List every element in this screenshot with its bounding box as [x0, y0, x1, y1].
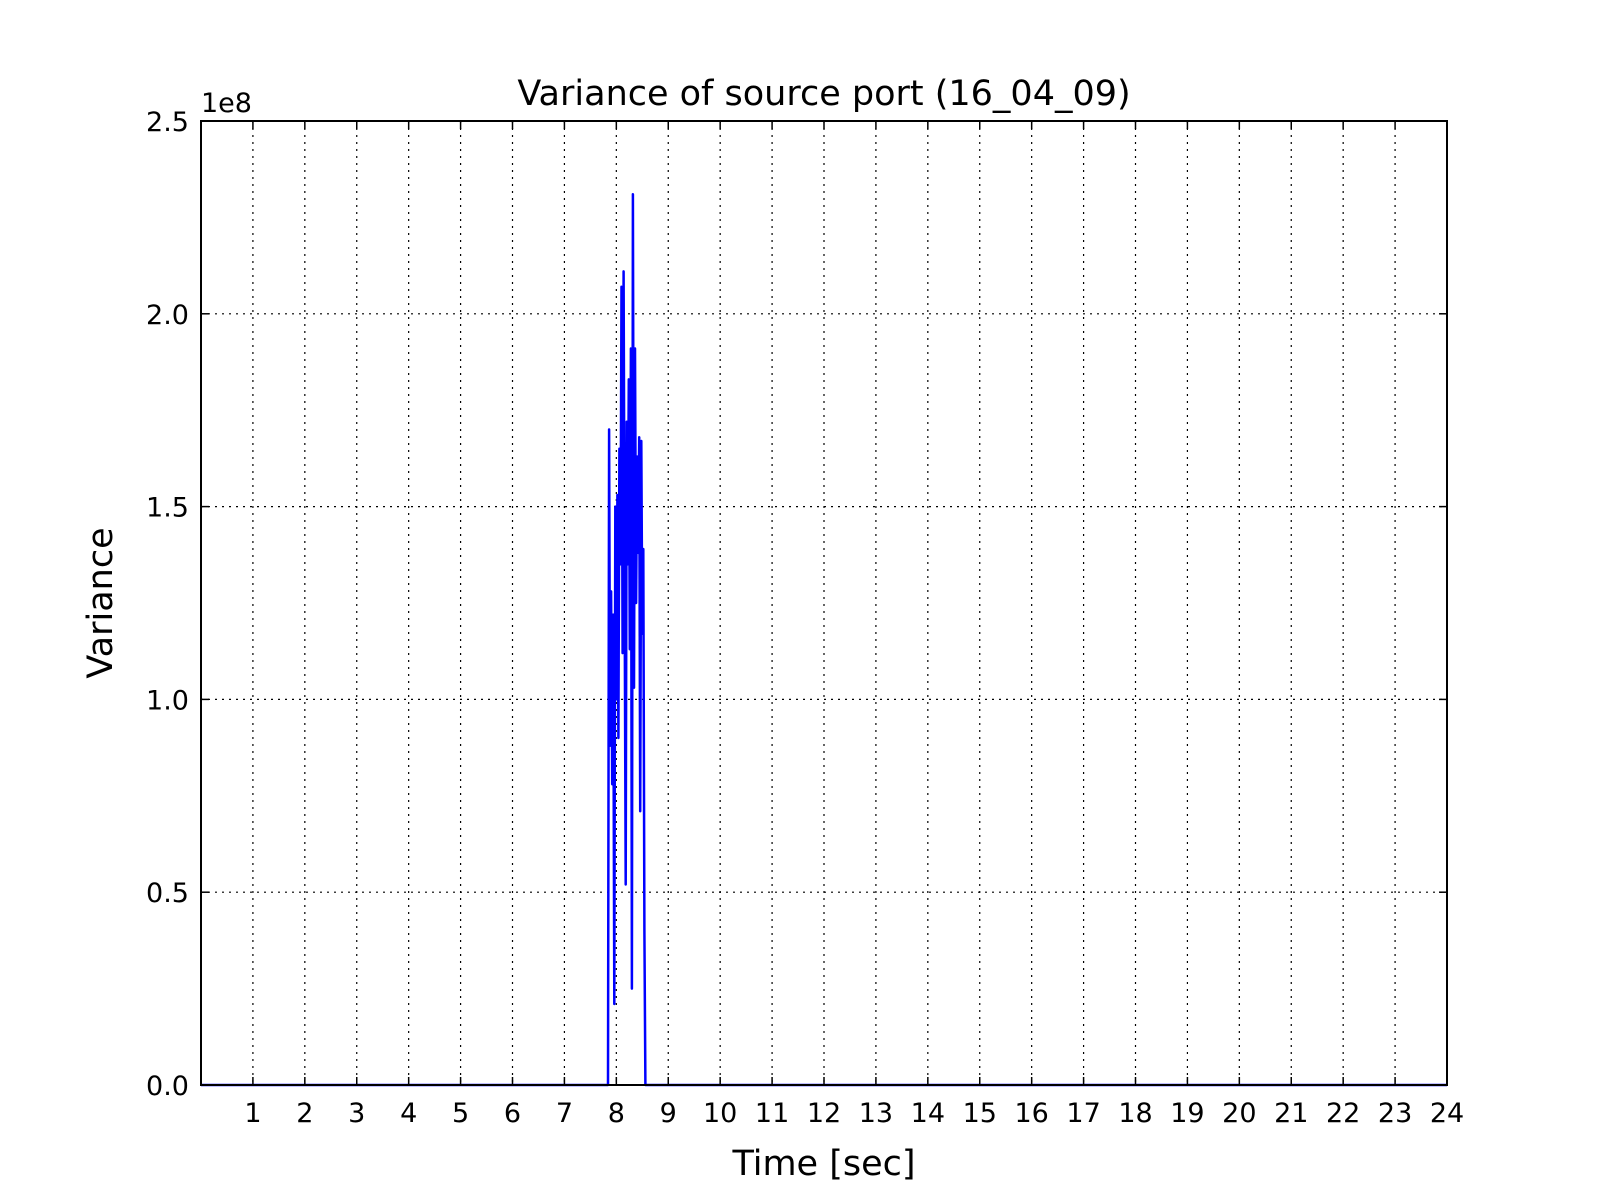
x-tick-label: 8 [608, 1098, 625, 1129]
y-offset-label: 1e8 [201, 88, 252, 119]
x-tick-label: 22 [1326, 1098, 1360, 1129]
y-tick-label: 0.5 [146, 878, 189, 909]
x-tick-label: 12 [807, 1098, 841, 1129]
tick-layer: 1 2 3 4 5 6 7 8 9 10 11 12 13 14 15 16 17 18 19 20 21 22 23 240… [146, 107, 1464, 1129]
x-tick-label: 2 [296, 1098, 313, 1129]
x-tick-label: 16 [1014, 1098, 1048, 1129]
x-tick-label: 10 [703, 1098, 737, 1129]
x-tick-label: 23 [1378, 1098, 1412, 1129]
y-tick-label: 2.0 [146, 300, 189, 331]
x-tick-label: 15 [963, 1098, 997, 1129]
chart-title: Variance of source port (16_04_09) [517, 74, 1130, 114]
x-tick-label: 6 [504, 1098, 521, 1129]
y-tick-label: 1.5 [146, 493, 189, 524]
y-axis-label: Variance [81, 527, 121, 678]
x-tick-label: 19 [1170, 1098, 1204, 1129]
x-tick-label: 24 [1430, 1098, 1464, 1129]
x-tick-label: 18 [1118, 1098, 1152, 1129]
x-tick-label: 1 [244, 1098, 261, 1129]
x-tick-label: 17 [1066, 1098, 1100, 1129]
x-tick-label: 11 [755, 1098, 789, 1129]
x-tick-label: 9 [660, 1098, 677, 1129]
x-tick-label: 20 [1222, 1098, 1256, 1129]
x-tick-label: 7 [556, 1098, 573, 1129]
x-tick-label: 4 [400, 1098, 417, 1129]
x-tick-label: 3 [348, 1098, 365, 1129]
y-tick-label: 1.0 [146, 685, 189, 716]
x-tick-label: 13 [859, 1098, 893, 1129]
x-tick-label: 21 [1274, 1098, 1308, 1129]
x-tick-label: 5 [452, 1098, 469, 1129]
x-tick-label: 14 [911, 1098, 945, 1129]
y-tick-label: 0.0 [146, 1071, 189, 1102]
y-tick-label: 2.5 [146, 107, 189, 138]
x-axis-label: Time [sec] [731, 1144, 915, 1184]
